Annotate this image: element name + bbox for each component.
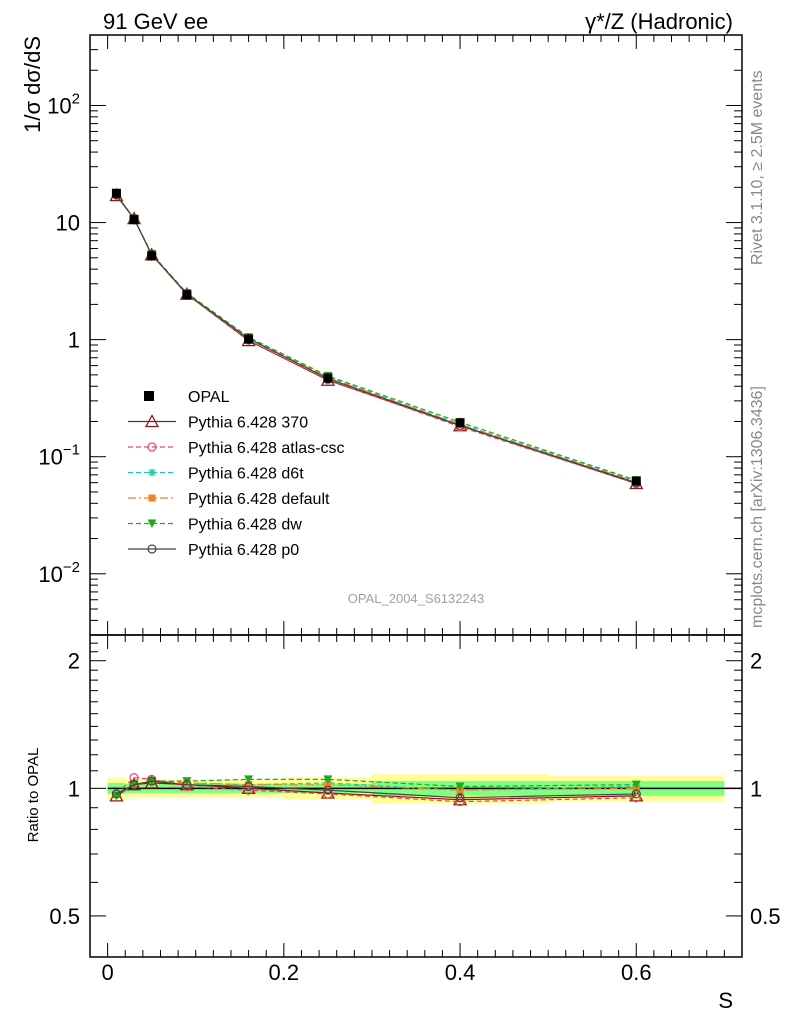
series-line-4 <box>115 194 637 481</box>
rivet-label: Rivet 3.1.10, ≥ 2.5M events <box>749 70 766 265</box>
data-point <box>111 188 121 198</box>
legend-marker <box>148 494 156 502</box>
main-ylabel: 1/σ dσ/dS <box>20 36 45 133</box>
y-tick-exponent: −2 <box>63 559 80 576</box>
ratio-point-5 <box>129 780 139 790</box>
legend-label: OPAL <box>188 389 230 406</box>
analysis-label: OPAL_2004_S6132243 <box>348 591 484 606</box>
legend-label: Pythia 6.428 d6t <box>188 466 304 483</box>
data-point <box>147 251 157 261</box>
ratio-point-5 <box>631 789 641 799</box>
data-point <box>631 476 641 486</box>
series-line-5 <box>115 194 637 484</box>
ratio-point-5 <box>323 785 333 795</box>
y-tick-label: 1 <box>68 328 80 353</box>
legend-label: Pythia 6.428 dw <box>188 517 302 534</box>
ratio-xlabel: S <box>718 988 733 1013</box>
legend-label: Pythia 6.428 p0 <box>188 542 299 559</box>
x-tick-label: 0.4 <box>445 960 476 985</box>
ratio-y-tick-label: 2 <box>68 649 80 674</box>
data-point <box>129 215 139 225</box>
ratio-frame <box>89 634 743 958</box>
legend-entry-5: Pythia 6.428 p0 <box>128 542 299 559</box>
legend-entry-3: Pythia 6.428 default <box>128 491 330 508</box>
legend-entry-1: Pythia 6.428 atlas-csc <box>128 440 345 457</box>
ratio-point-1 <box>631 793 641 803</box>
ratio-line-1 <box>116 776 637 803</box>
legend-label: Pythia 6.428 atlas-csc <box>188 440 345 457</box>
ratio-ylabel: Ratio to OPAL <box>25 748 42 843</box>
series-line-3 <box>115 194 637 483</box>
ratio-point-3 <box>245 781 253 789</box>
ratio-point-4 <box>631 780 641 790</box>
y-tick-exponent: 2 <box>72 90 80 107</box>
ratio-point-5 <box>243 781 254 792</box>
y-tick-label: 10−2 <box>38 559 80 587</box>
ratio-point-4 <box>323 775 333 784</box>
legend-marker <box>147 544 157 554</box>
legend-entry-0: Pythia 6.428 370 <box>128 414 308 432</box>
series-line-2 <box>115 194 637 482</box>
legend-marker <box>147 442 157 452</box>
ratio-y-tick-label-right: 1 <box>750 776 762 801</box>
ratio-y-tick-label-right: 2 <box>750 649 762 674</box>
ratio-point-4 <box>111 791 121 801</box>
data-point <box>455 418 465 428</box>
legend: OPAL Pythia 6.428 370 Pythia 6.428 atlas-c… <box>128 389 345 559</box>
ratio-y-tick-label-right: 0.5 <box>750 904 781 929</box>
legend-label: Pythia 6.428 370 <box>188 415 308 432</box>
legend-entry-data: OPAL <box>144 389 230 406</box>
ratio-point-4 <box>182 777 192 786</box>
ratio-point-5 <box>455 793 465 803</box>
data-point <box>182 290 192 300</box>
legend-marker <box>148 468 156 477</box>
data-point <box>323 373 333 383</box>
legend-entry-2: Pythia 6.428 d6t <box>128 466 304 483</box>
legend-marker <box>144 414 160 428</box>
ratio-line-4 <box>116 778 637 797</box>
ratio-point-5 <box>147 776 157 786</box>
ratio-plot <box>109 772 644 807</box>
y-tick-label: 10 <box>56 211 80 236</box>
ratio-y-tick-label: 1 <box>68 776 80 801</box>
header-left-title: 91 GeV ee <box>103 9 208 34</box>
mcplots-label: mcplots.cern.ch [arXiv:1306.3436] <box>749 386 766 628</box>
y-tick-label: 102 <box>47 90 80 118</box>
ratio-point-3 <box>324 781 332 789</box>
ratio-point-5 <box>182 780 192 790</box>
ratio-point-4 <box>455 782 465 791</box>
y-tick-label: 10−1 <box>38 442 80 470</box>
ratio-point-4 <box>244 775 254 784</box>
x-tick-label: 0.2 <box>269 960 300 985</box>
axes: 0 0.2 0.4 0.6 10−2 10−1 1 10 102 0.5 0.5 1 1 2 2 <box>38 34 781 985</box>
legend-data-marker <box>144 391 154 401</box>
legend-label: Pythia 6.428 default <box>188 491 330 508</box>
ratio-point-5 <box>111 789 122 799</box>
legend-marker <box>147 519 157 528</box>
data-point <box>244 334 254 344</box>
y-tick-exponent: −1 <box>63 442 80 459</box>
x-tick-label: 0.6 <box>621 960 652 985</box>
ratio-y-tick-label: 0.5 <box>49 904 80 929</box>
x-tick-label: 0 <box>101 960 113 985</box>
main-plot <box>109 188 644 490</box>
header-right-title: γ*/Z (Hadronic) <box>585 9 733 34</box>
ratio-line-5 <box>116 780 637 799</box>
legend-entry-4: Pythia 6.428 dw <box>128 517 302 534</box>
